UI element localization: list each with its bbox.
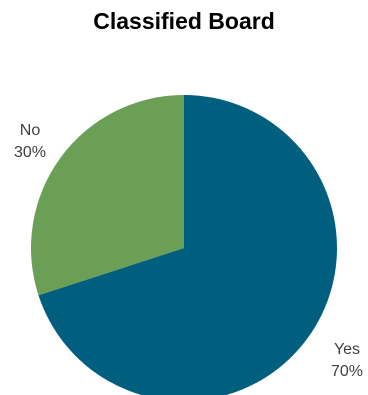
slice-value-yes: 70% (331, 363, 363, 380)
slice-label-no: No (20, 122, 41, 139)
slice-value-no: 30% (14, 144, 46, 161)
pie-slice-yes (38, 95, 337, 395)
pie-slices (30, 94, 337, 395)
pie-slice-no (30, 94, 185, 296)
slice-label-yes: Yes (334, 341, 360, 358)
pie-labels: Yes 70% No 30% (14, 122, 363, 380)
chart-title: Classified Board (93, 8, 275, 34)
